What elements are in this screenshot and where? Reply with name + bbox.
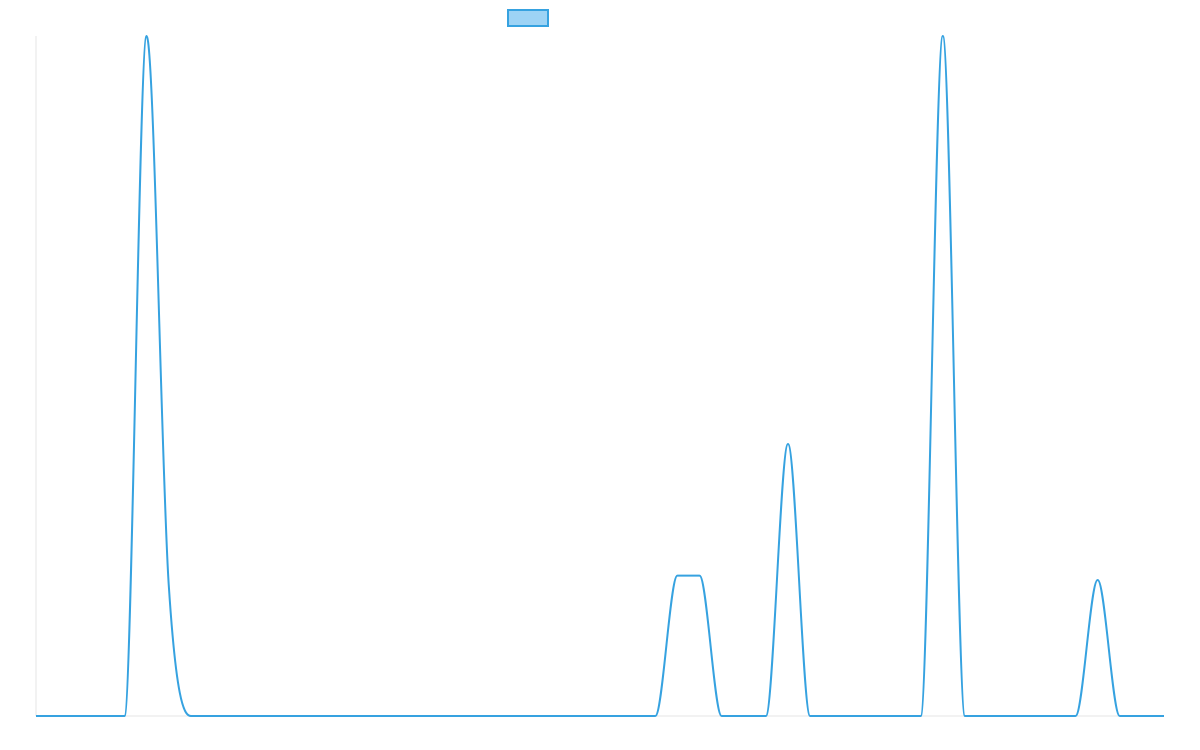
data-point[interactable] (210, 713, 216, 719)
data-point[interactable] (1117, 713, 1123, 719)
data-point[interactable] (630, 713, 636, 719)
data-point[interactable] (121, 713, 127, 719)
data-point[interactable] (873, 713, 879, 719)
data-point[interactable] (497, 713, 503, 719)
series-line (36, 35, 1164, 717)
data-point[interactable] (188, 713, 194, 719)
data-point[interactable] (365, 713, 371, 719)
data-point[interactable] (387, 713, 393, 719)
data-point[interactable] (144, 33, 150, 39)
data-point[interactable] (321, 713, 327, 719)
data-point[interactable] (254, 713, 260, 719)
data-point[interactable] (1028, 713, 1034, 719)
data-point[interactable] (741, 713, 747, 719)
data-point[interactable] (298, 713, 304, 719)
legend-swatch[interactable] (507, 9, 549, 27)
data-point[interactable] (697, 573, 703, 579)
data-point[interactable] (940, 33, 946, 39)
legend[interactable] (507, 9, 549, 27)
data-point[interactable] (586, 713, 592, 719)
data-point[interactable] (1006, 713, 1012, 719)
data-point[interactable] (431, 713, 437, 719)
data-point[interactable] (343, 713, 349, 719)
data-point[interactable] (276, 713, 282, 719)
data-point[interactable] (1095, 577, 1101, 583)
data-point[interactable] (763, 713, 769, 719)
data-point[interactable] (1050, 713, 1056, 719)
data-point[interactable] (520, 713, 526, 719)
data-point[interactable] (564, 713, 570, 719)
data-point[interactable] (962, 713, 968, 719)
data-point[interactable] (984, 713, 990, 719)
data-point[interactable] (851, 713, 857, 719)
data-point[interactable] (1161, 713, 1167, 719)
data-point[interactable] (542, 713, 548, 719)
data-point[interactable] (232, 713, 238, 719)
data-point[interactable] (719, 713, 725, 719)
data-point[interactable] (55, 713, 61, 719)
data-point[interactable] (674, 573, 680, 579)
data-point[interactable] (475, 713, 481, 719)
data-point[interactable] (829, 713, 835, 719)
data-point[interactable] (652, 713, 658, 719)
data-point[interactable] (807, 713, 813, 719)
data-point[interactable] (608, 713, 614, 719)
data-point[interactable] (99, 713, 105, 719)
data-point[interactable] (77, 713, 83, 719)
data-point[interactable] (409, 713, 415, 719)
data-point[interactable] (1073, 713, 1079, 719)
data-point[interactable] (1139, 713, 1145, 719)
data-point[interactable] (453, 713, 459, 719)
data-point[interactable] (896, 713, 902, 719)
data-point[interactable] (33, 713, 39, 719)
data-point[interactable] (918, 713, 924, 719)
series-group (33, 33, 1167, 719)
data-point[interactable] (785, 441, 791, 447)
data-point[interactable] (166, 581, 172, 587)
